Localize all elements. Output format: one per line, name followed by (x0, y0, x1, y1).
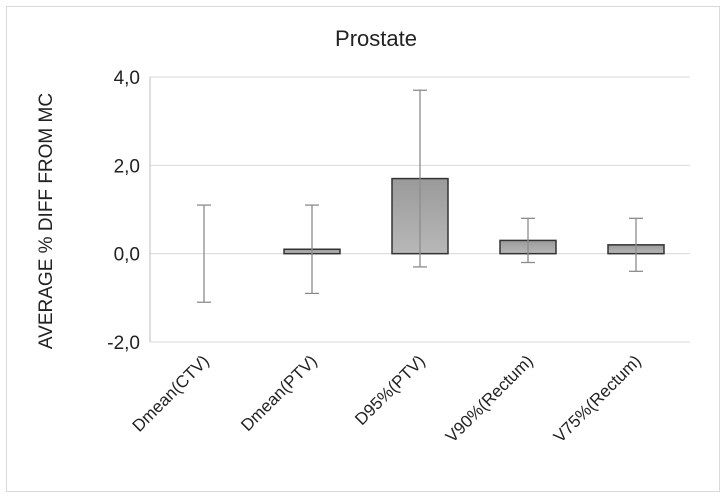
y-tick-labels: 4,0 2,0 0,0 -2,0 (107, 68, 140, 354)
bars (283, 177, 665, 255)
error-bars (197, 89, 643, 303)
y-tick-label: 4,0 (114, 68, 140, 89)
category-labels: Dmean(CTV) Dmean(PTV) D95%(PTV) V90%(Rectum… (129, 351, 645, 446)
x-category-label: Dmean(CTV) (129, 351, 213, 435)
y-tick-label: -2,0 (107, 333, 140, 354)
y-tick-label: 2,0 (114, 156, 140, 177)
chart-frame (6, 6, 720, 492)
x-category-label: D95%(PTV) (351, 351, 429, 429)
chart-title: Prostate (335, 26, 417, 51)
x-category-label: Dmean(PTV) (237, 351, 321, 435)
y-tick-label: 0,0 (114, 245, 140, 266)
x-category-label: V90%(Rectum) (442, 351, 537, 446)
x-category-label: V75%(Rectum) (550, 351, 645, 446)
y-axis-label: AVERAGE % DIFF FROM MC (36, 93, 57, 349)
